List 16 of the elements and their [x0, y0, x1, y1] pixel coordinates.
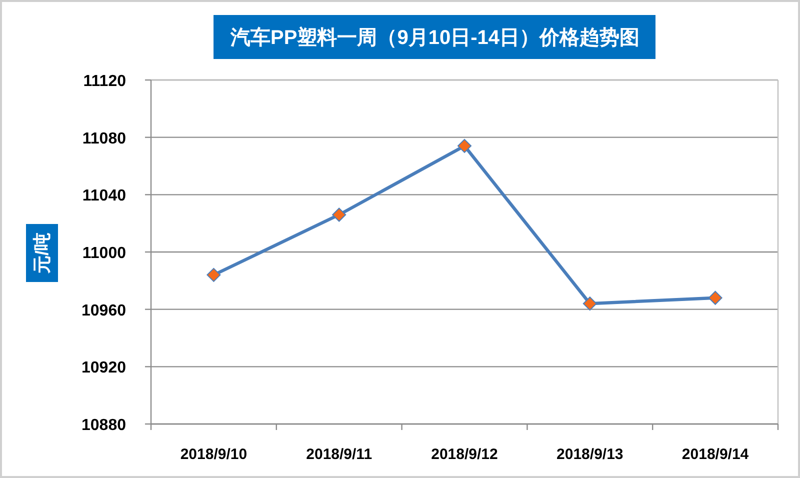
y-tick-label: 11120	[83, 73, 126, 90]
y-tick-label: 10880	[82, 417, 126, 434]
x-tick-label: 2018/9/13	[556, 446, 624, 463]
title: 汽车PP塑料一周（9月10日-14日）价格趋势图	[214, 15, 656, 59]
y-tick-label: 11080	[82, 130, 126, 148]
y-tick-label: 10960	[82, 302, 126, 320]
chart-title: 汽车PP塑料一周（9月10日-14日）价格趋势图	[230, 26, 640, 49]
y-axis-title: 元/吨	[32, 232, 52, 275]
y-tick-label: 11040	[82, 188, 126, 205]
x-tick-label: 2018/9/10	[180, 446, 248, 463]
x-tick-label: 2018/9/11	[306, 446, 372, 463]
ylabel: 元/吨	[26, 224, 58, 282]
y-tick-label: 11000	[82, 245, 126, 262]
x-tick-label: 2018/9/12	[431, 446, 498, 463]
x-tick-label: 2018/9/14	[682, 446, 749, 463]
y-tick-label: 10920	[82, 360, 126, 377]
